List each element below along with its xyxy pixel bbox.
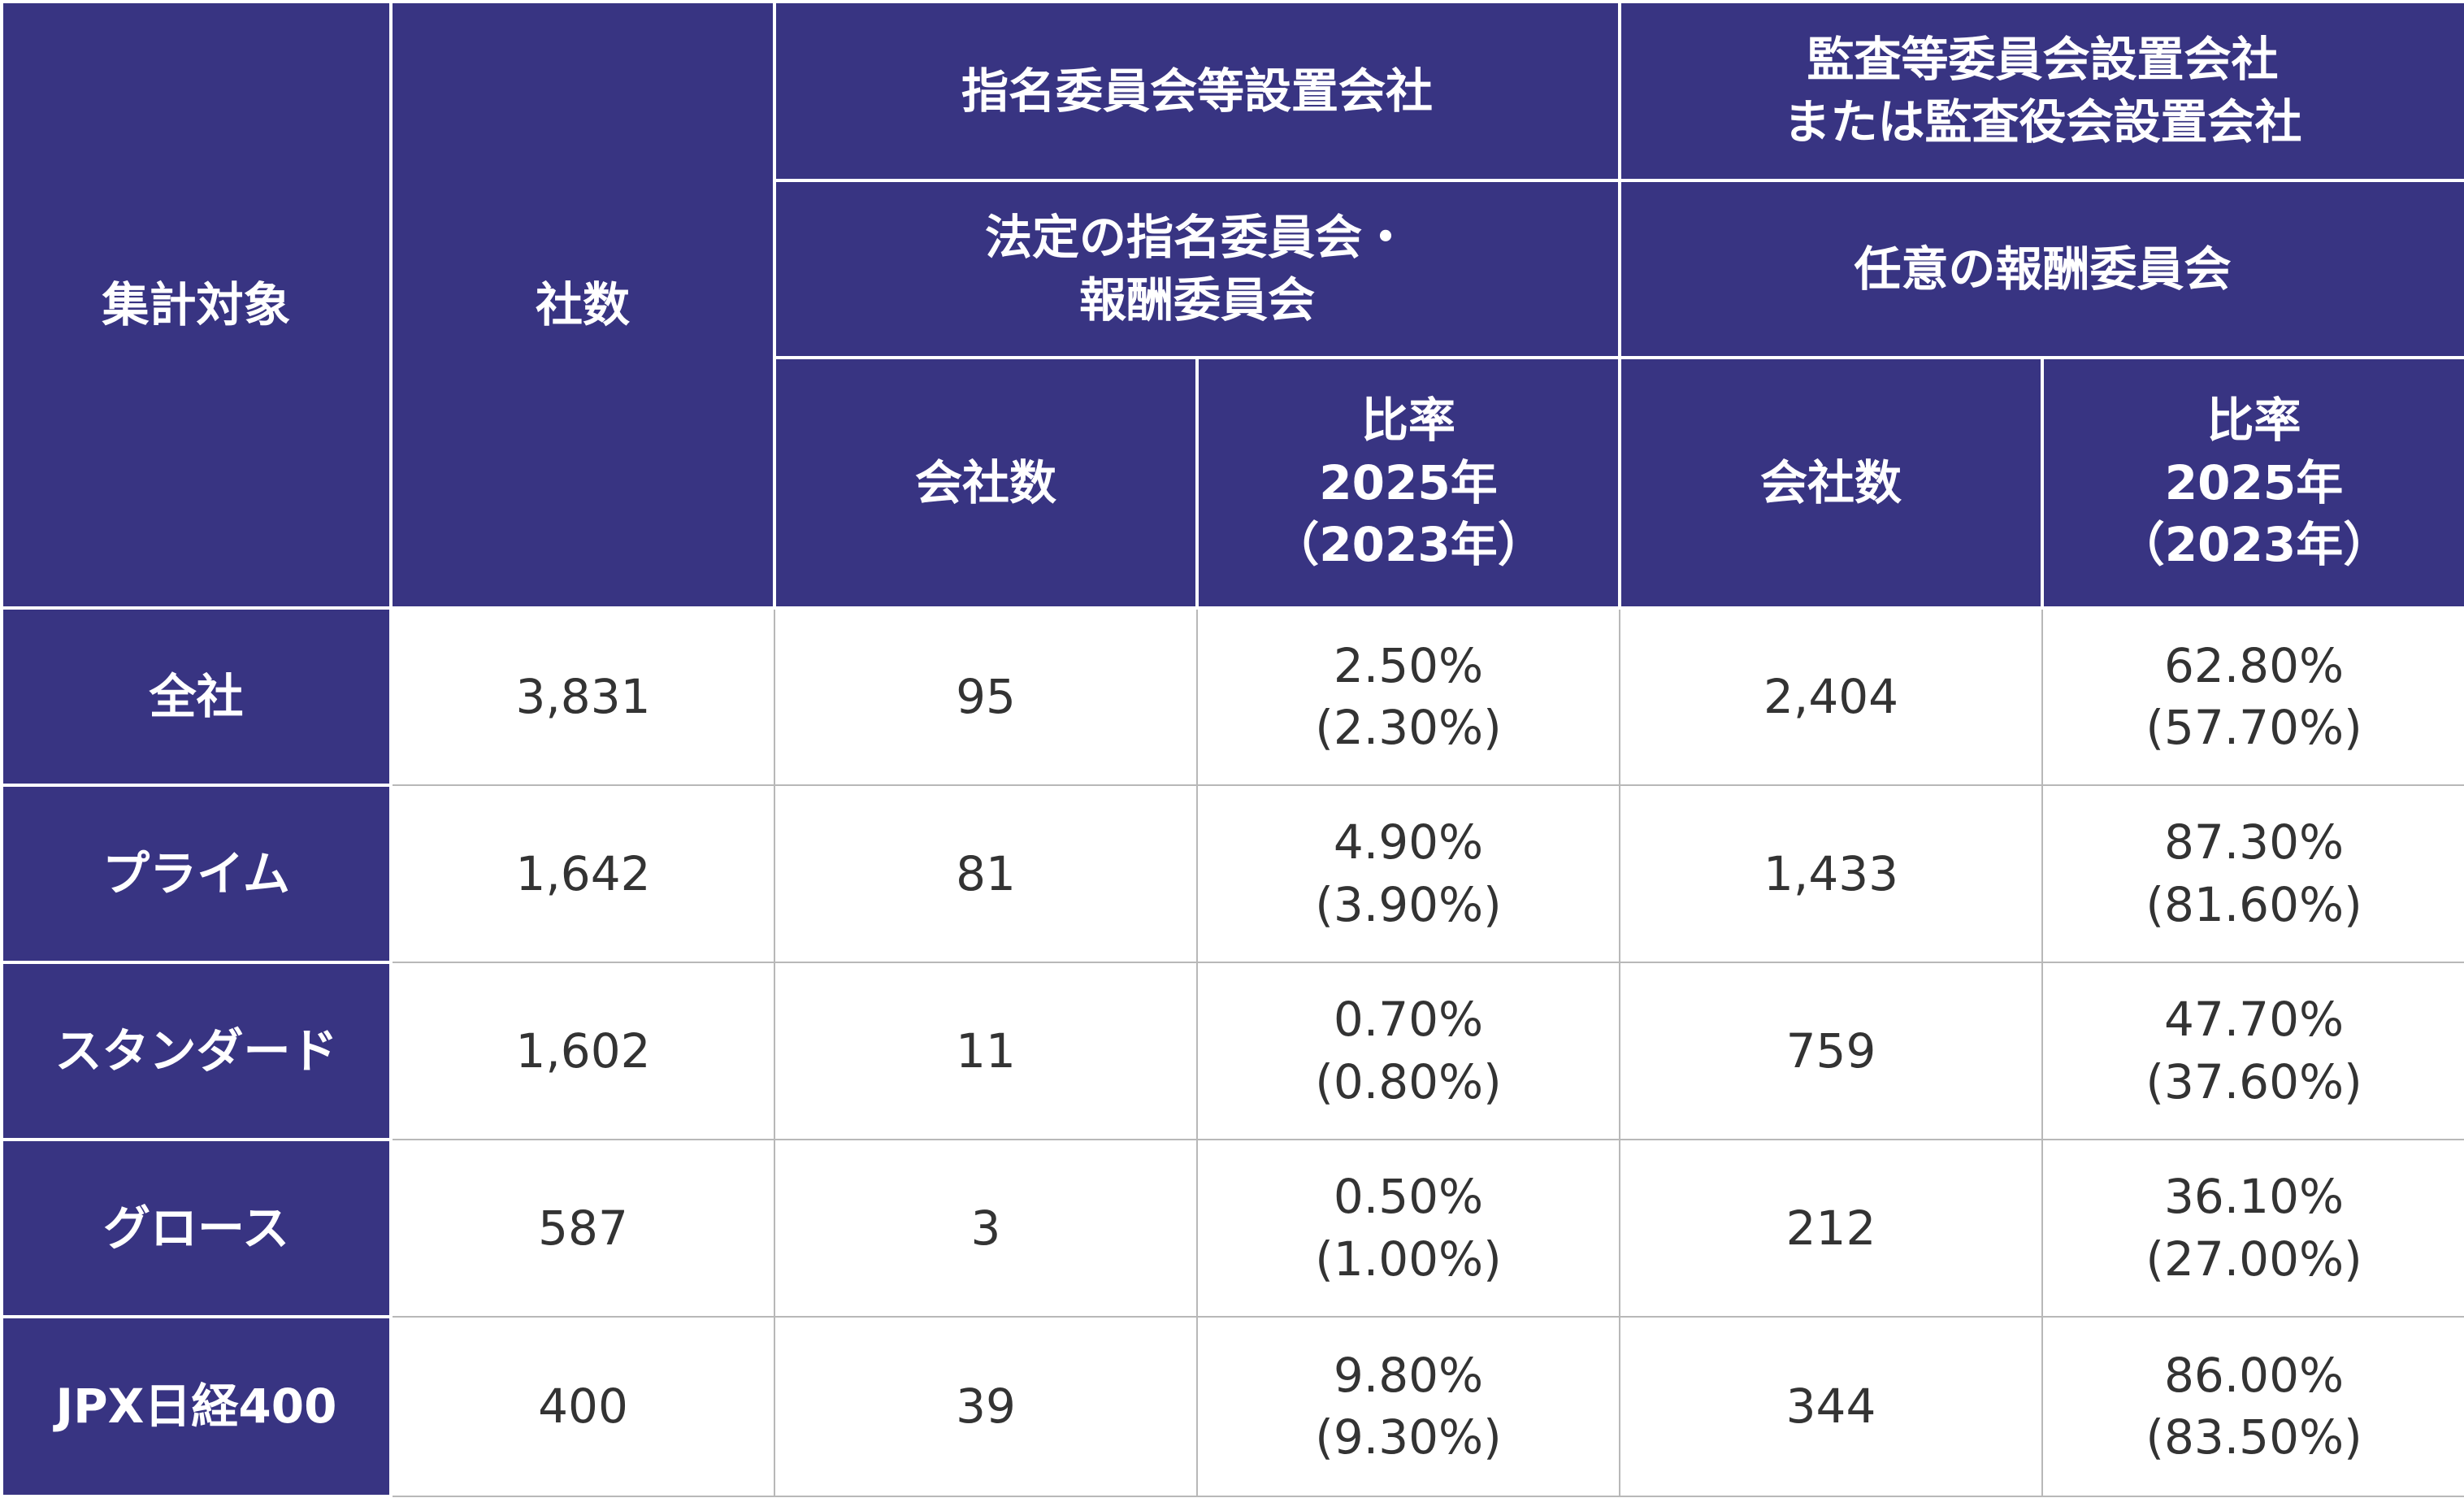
statutory-ratio-cell: 9.80% (9.30%) [1195, 1315, 1621, 1498]
voluntary-ratio-cell: 47.70% (37.60%) [2041, 961, 2464, 1140]
table-row: JPX日経400 400 39 9.80% (9.30%) 344 86.00%… [0, 1314, 2464, 1498]
table-header: 集計対象 社数 指名委員会等設置会社 監査等委員会設置会社 または監査役会設置会… [0, 0, 2464, 610]
statutory-ratio-cell: 2.50% (2.30%) [1195, 607, 1621, 786]
row-label: JPX日経400 [0, 1314, 393, 1498]
voluntary-count-cell: 344 [1619, 1315, 2044, 1498]
voluntary-ratio-cell: 62.80% (57.70%) [2041, 607, 2464, 786]
statutory-count-cell: 95 [774, 607, 1198, 786]
header-ratio-label: 比率 [1361, 393, 1456, 449]
header-statutory-committee: 法定の指名委員会・ 報酬委員会 [772, 179, 1622, 359]
ratio-previous: (9.30%) [1315, 1409, 1502, 1465]
voluntary-count-cell: 1,433 [1619, 784, 2044, 963]
ratio-previous: (0.80%) [1315, 1053, 1502, 1109]
ratio-current: 47.70% [2163, 992, 2345, 1048]
company-count-cell: 400 [390, 1315, 775, 1498]
header-ratio-year: 2025年 [2164, 454, 2344, 510]
voluntary-ratio-cell: 86.00% (83.50%) [2041, 1315, 2464, 1498]
ratio-previous: (57.70%) [2145, 700, 2362, 756]
header-statutory-ratio: 比率 2025年 （2023年） [1195, 356, 1622, 610]
ratio-current: 4.90% [1333, 814, 1484, 871]
table-body: 全社 3,831 95 2.50% (2.30%) 2,404 62.80% (… [0, 606, 2464, 1498]
ratio-current: 9.80% [1333, 1347, 1484, 1403]
header-ratio-year: 2025年 [1319, 454, 1498, 510]
ratio-previous: (81.60%) [2145, 876, 2362, 932]
statutory-count-cell: 81 [774, 784, 1198, 963]
ratio-current: 87.30% [2163, 814, 2345, 871]
voluntary-ratio-cell: 87.30% (81.60%) [2041, 784, 2464, 963]
ratio-previous: (2.30%) [1315, 700, 1502, 756]
statutory-ratio-cell: 0.50% (1.00%) [1195, 1138, 1621, 1318]
header-audit-committee-company: 監査等委員会設置会社 または監査役会設置会社 [1618, 0, 2464, 182]
header-ratio-label: 比率 [2206, 393, 2301, 449]
row-label: スタンダード [0, 960, 393, 1141]
header-voluntary-ratio: 比率 2025年 （2023年） [2041, 356, 2464, 610]
table-row: スタンダード 1,602 11 0.70% (0.80%) 759 47.70%… [0, 960, 2464, 1141]
ratio-current: 62.80% [2163, 637, 2345, 693]
company-count-cell: 1,602 [390, 961, 775, 1140]
statutory-count-cell: 11 [774, 961, 1198, 1140]
statutory-count-cell: 39 [774, 1315, 1198, 1498]
ratio-current: 0.50% [1333, 1169, 1484, 1225]
ratio-previous: (1.00%) [1315, 1231, 1502, 1287]
voluntary-count-cell: 2,404 [1619, 607, 2044, 786]
ratio-current: 0.70% [1333, 992, 1484, 1048]
voluntary-count-cell: 759 [1619, 961, 2044, 1140]
header-statutory-line1: 法定の指名委員会・ [985, 210, 1410, 266]
header-ratio-prev-year: （2023年） [2117, 517, 2391, 573]
header-statutory-count: 会社数 [773, 356, 1199, 610]
header-target: 集計対象 [0, 0, 393, 610]
table-row: グロース 587 3 0.50% (1.00%) 212 36.10% (27.… [0, 1137, 2464, 1318]
header-ratio-prev-year: （2023年） [1272, 517, 1545, 573]
ratio-current: 36.10% [2163, 1169, 2345, 1225]
row-label: プライム [0, 783, 393, 964]
ratio-previous: (27.00%) [2145, 1231, 2362, 1287]
company-count-cell: 3,831 [390, 607, 775, 786]
row-label: 全社 [0, 606, 393, 787]
voluntary-count-cell: 212 [1619, 1138, 2044, 1318]
header-voluntary-committee: 任意の報酬委員会 [1618, 179, 2464, 359]
header-voluntary-count: 会社数 [1618, 356, 2045, 610]
header-statutory-line2: 報酬委員会 [1079, 272, 1316, 328]
header-nomination-committee-company: 指名委員会等設置会社 [772, 0, 1622, 182]
table-row: プライム 1,642 81 4.90% (3.90%) 1,433 87.30%… [0, 783, 2464, 964]
statutory-ratio-cell: 0.70% (0.80%) [1195, 961, 1621, 1140]
ratio-previous: (37.60%) [2145, 1053, 2362, 1109]
company-count-cell: 587 [390, 1138, 775, 1318]
header-company-count: 社数 [389, 0, 776, 610]
table-row: 全社 3,831 95 2.50% (2.30%) 2,404 62.80% (… [0, 606, 2464, 787]
ratio-current: 86.00% [2163, 1347, 2345, 1403]
ratio-previous: (3.90%) [1315, 876, 1502, 932]
voluntary-ratio-cell: 36.10% (27.00%) [2041, 1138, 2464, 1318]
statutory-count-cell: 3 [774, 1138, 1198, 1318]
header-audit-line2: または監査役会設置会社 [1783, 94, 2302, 150]
ratio-previous: (83.50%) [2145, 1409, 2362, 1465]
statutory-ratio-cell: 4.90% (3.90%) [1195, 784, 1621, 963]
ratio-current: 2.50% [1333, 637, 1484, 693]
company-count-cell: 1,642 [390, 784, 775, 963]
header-audit-line1: 監査等委員会設置会社 [1807, 32, 2279, 88]
row-label: グロース [0, 1137, 393, 1318]
